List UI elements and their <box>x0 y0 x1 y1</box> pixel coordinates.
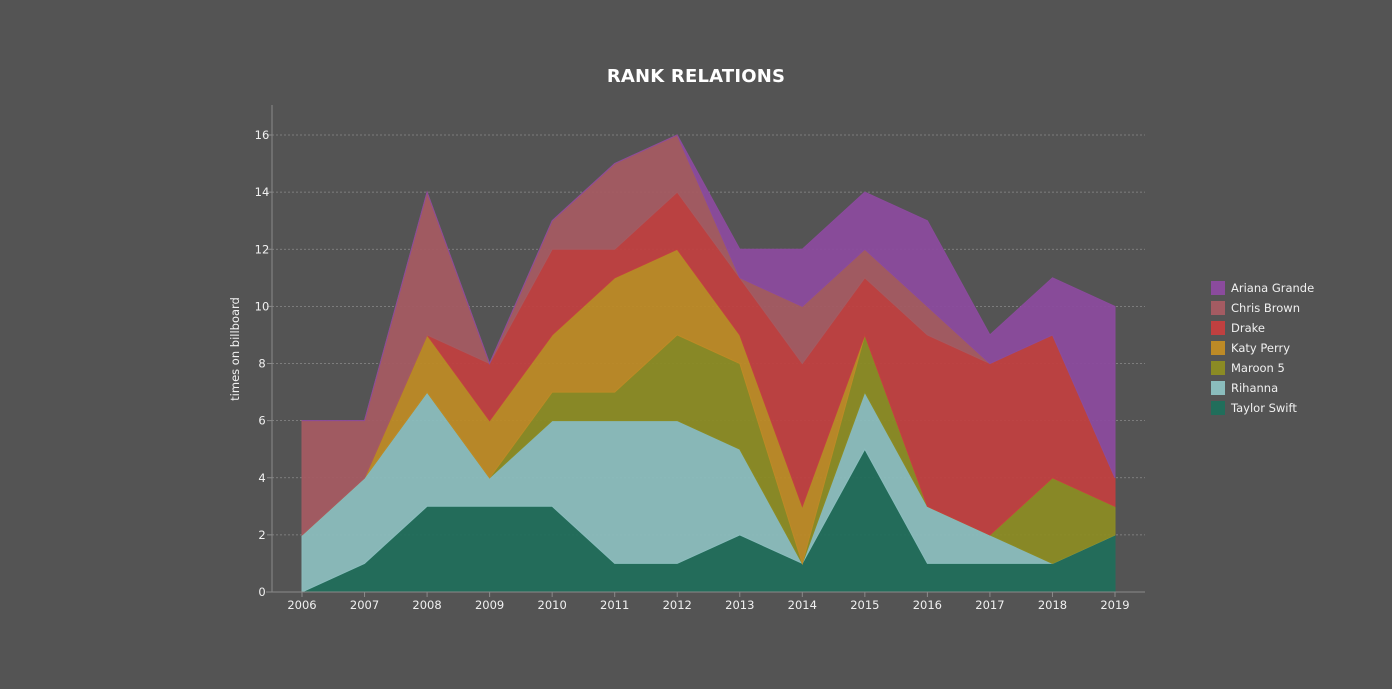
legend-item-drake[interactable]: Drake <box>1211 318 1314 338</box>
legend-label: Katy Perry <box>1231 341 1291 355</box>
legend-item-katy-perry[interactable]: Katy Perry <box>1211 338 1314 358</box>
x-tick-label-2017: 2017 <box>975 598 1004 612</box>
legend-label: Rihanna <box>1231 381 1279 395</box>
y-tick-label-2: 2 <box>258 528 265 542</box>
legend-swatch <box>1211 281 1225 295</box>
x-tick-label-2012: 2012 <box>663 598 692 612</box>
y-tick-label-8: 8 <box>258 357 265 371</box>
legend-item-ariana-grande[interactable]: Ariana Grande <box>1211 278 1314 298</box>
x-tick-label-2014: 2014 <box>788 598 817 612</box>
area-series-layer <box>301 134 1116 593</box>
chart-title: RANK RELATIONS <box>606 66 786 87</box>
y-tick-label-12: 12 <box>255 242 270 256</box>
legend-label: Drake <box>1231 321 1265 335</box>
legend-label: Maroon 5 <box>1231 361 1285 375</box>
legend-swatch <box>1211 381 1225 395</box>
x-tick-label-2007: 2007 <box>350 598 379 612</box>
y-axis-label: times on billboard <box>228 297 242 401</box>
area-ariana-grande[interactable] <box>302 134 1116 479</box>
legend-swatch <box>1211 341 1225 355</box>
x-tick-label-2016: 2016 <box>913 598 942 612</box>
y-tick-label-10: 10 <box>255 299 270 313</box>
x-tick-label-2006: 2006 <box>287 598 316 612</box>
legend-item-chris-brown[interactable]: Chris Brown <box>1211 298 1314 318</box>
y-tick-label-14: 14 <box>255 185 270 199</box>
legend: Ariana Grande Chris Brown Drake Katy Perry M… <box>1211 278 1314 418</box>
x-tick-label-2015: 2015 <box>850 598 879 612</box>
x-tick-label-2019: 2019 <box>1100 598 1129 612</box>
x-tick-label-2010: 2010 <box>538 598 567 612</box>
legend-item-maroon-5[interactable]: Maroon 5 <box>1211 358 1314 378</box>
y-tick-label-4: 4 <box>258 471 265 485</box>
y-tick-label-6: 6 <box>258 414 265 428</box>
legend-item-taylor-swift[interactable]: Taylor Swift <box>1211 398 1314 418</box>
legend-label: Ariana Grande <box>1231 281 1315 295</box>
x-tick-label-2009: 2009 <box>475 598 504 612</box>
legend-swatch <box>1211 321 1225 335</box>
x-tick-label-2008: 2008 <box>412 598 441 612</box>
x-tick-label-2013: 2013 <box>725 598 754 612</box>
axes: 0 2 4 6 8 10 12 14 16 2006 2007 2008 2009 2010 2011 201… <box>228 105 1145 612</box>
y-tick-label-0: 0 <box>258 585 265 599</box>
legend-item-rihanna[interactable]: Rihanna <box>1211 378 1314 398</box>
legend-label: Taylor Swift <box>1231 401 1297 415</box>
legend-label: Chris Brown <box>1231 301 1300 315</box>
y-tick-label-16: 16 <box>255 128 270 142</box>
x-tick-label-2018: 2018 <box>1038 598 1067 612</box>
legend-swatch <box>1211 401 1225 415</box>
legend-swatch <box>1211 361 1225 375</box>
x-tick-label-2011: 2011 <box>600 598 629 612</box>
legend-swatch <box>1211 301 1225 315</box>
